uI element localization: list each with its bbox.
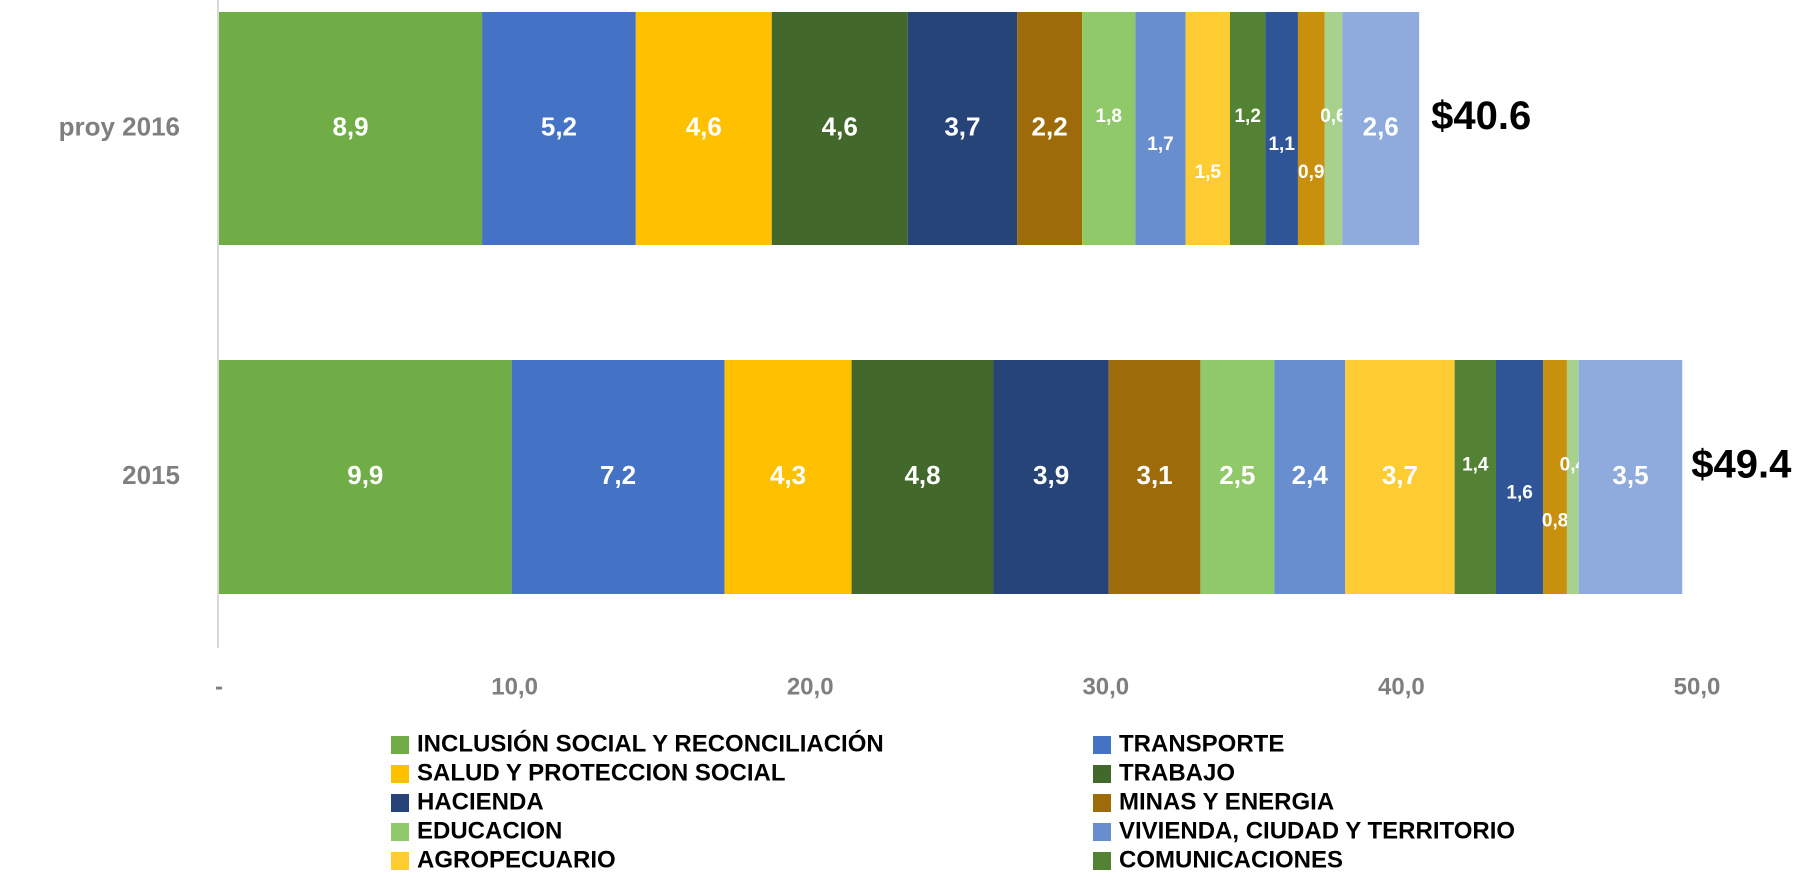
bar-segment (1230, 12, 1265, 245)
x-tick-label: - (215, 673, 223, 700)
data-label: 4,8 (904, 460, 940, 490)
legend-label: VIVIENDA, CIUDAD Y TERRITORIO (1119, 817, 1515, 844)
legend-label: HACIENDA (417, 788, 544, 815)
y-tick-label: 2015 (122, 460, 180, 490)
x-tick-label: 20,0 (787, 673, 834, 700)
data-label: 1,4 (1462, 454, 1489, 475)
bar-segment (1186, 12, 1230, 245)
page: - 10,0 20,0 30,0 40,0 50,0 proy 2016 8,9 5,2 4,6 4… (0, 0, 1804, 872)
legend-swatch (391, 765, 409, 783)
data-label: 1,5 (1195, 162, 1222, 183)
x-tick-label: 10,0 (491, 673, 538, 700)
legend-label: MINAS Y ENERGIA (1119, 788, 1334, 815)
bar-segment (1567, 360, 1579, 594)
data-label: 1,6 (1506, 482, 1532, 503)
bar-segment (1543, 360, 1567, 594)
data-label: 4,6 (822, 111, 858, 141)
data-label: 2,4 (1292, 460, 1329, 490)
legend-swatch (391, 852, 409, 870)
data-label: 3,7 (944, 111, 980, 141)
data-label: 2,5 (1219, 460, 1255, 490)
data-label: 0,9 (1298, 162, 1324, 183)
data-label: 3,5 (1612, 460, 1648, 490)
total-label: $40.6 (1431, 94, 1531, 138)
legend-label: AGROPECUARIO (417, 846, 616, 872)
data-label: 1,8 (1096, 106, 1122, 127)
data-label: 7,2 (600, 460, 636, 490)
data-label: 2,6 (1363, 111, 1399, 141)
chart: - 10,0 20,0 30,0 40,0 50,0 proy 2016 8,9 5,2 4,6 4… (0, 0, 1804, 872)
data-label: 4,6 (686, 111, 722, 141)
legend-label: EDUCACION (417, 817, 562, 844)
bar-segment (1496, 360, 1543, 594)
data-label: 3,7 (1382, 460, 1418, 490)
legend-swatch (391, 823, 409, 841)
x-tick-label: 40,0 (1378, 673, 1425, 700)
bar-segment (1082, 12, 1135, 245)
bar-segment (1298, 12, 1325, 245)
data-label: 1,2 (1234, 106, 1260, 127)
data-label: 9,9 (347, 460, 383, 490)
data-label: 2,2 (1032, 111, 1068, 141)
data-label: 1,7 (1147, 134, 1173, 155)
legend-swatch (1093, 765, 1111, 783)
data-label: 4,3 (770, 460, 806, 490)
y-tick-label: proy 2016 (59, 111, 180, 141)
data-label: 3,9 (1033, 460, 1069, 490)
legend-swatch (391, 736, 409, 754)
legend-label: TRANSPORTE (1119, 730, 1284, 757)
data-label: 8,9 (332, 111, 368, 141)
total-label: $49.4 (1691, 443, 1792, 487)
legend-swatch (1093, 852, 1111, 870)
bar-segment (1325, 12, 1343, 245)
legend-label: INCLUSIÓN SOCIAL Y RECONCILIACIÓN (417, 729, 884, 757)
x-tick-label: 50,0 (1674, 673, 1721, 700)
data-label: 0,8 (1542, 510, 1568, 531)
bar-segment (1455, 360, 1496, 594)
data-label: 5,2 (541, 111, 577, 141)
legend-swatch (1093, 736, 1111, 754)
legend-label: TRABAJO (1119, 759, 1235, 786)
legend-swatch (1093, 823, 1111, 841)
legend-swatch (1093, 794, 1111, 812)
bar-segment (1265, 12, 1298, 245)
bar-segment (1135, 12, 1185, 245)
legend-label: SALUD Y PROTECCION SOCIAL (417, 759, 785, 786)
legend-swatch (391, 794, 409, 812)
legend-label: COMUNICACIONES (1119, 846, 1343, 872)
data-label: 3,1 (1136, 460, 1172, 490)
x-tick-label: 30,0 (1082, 673, 1129, 700)
data-label: 1,1 (1268, 134, 1295, 155)
